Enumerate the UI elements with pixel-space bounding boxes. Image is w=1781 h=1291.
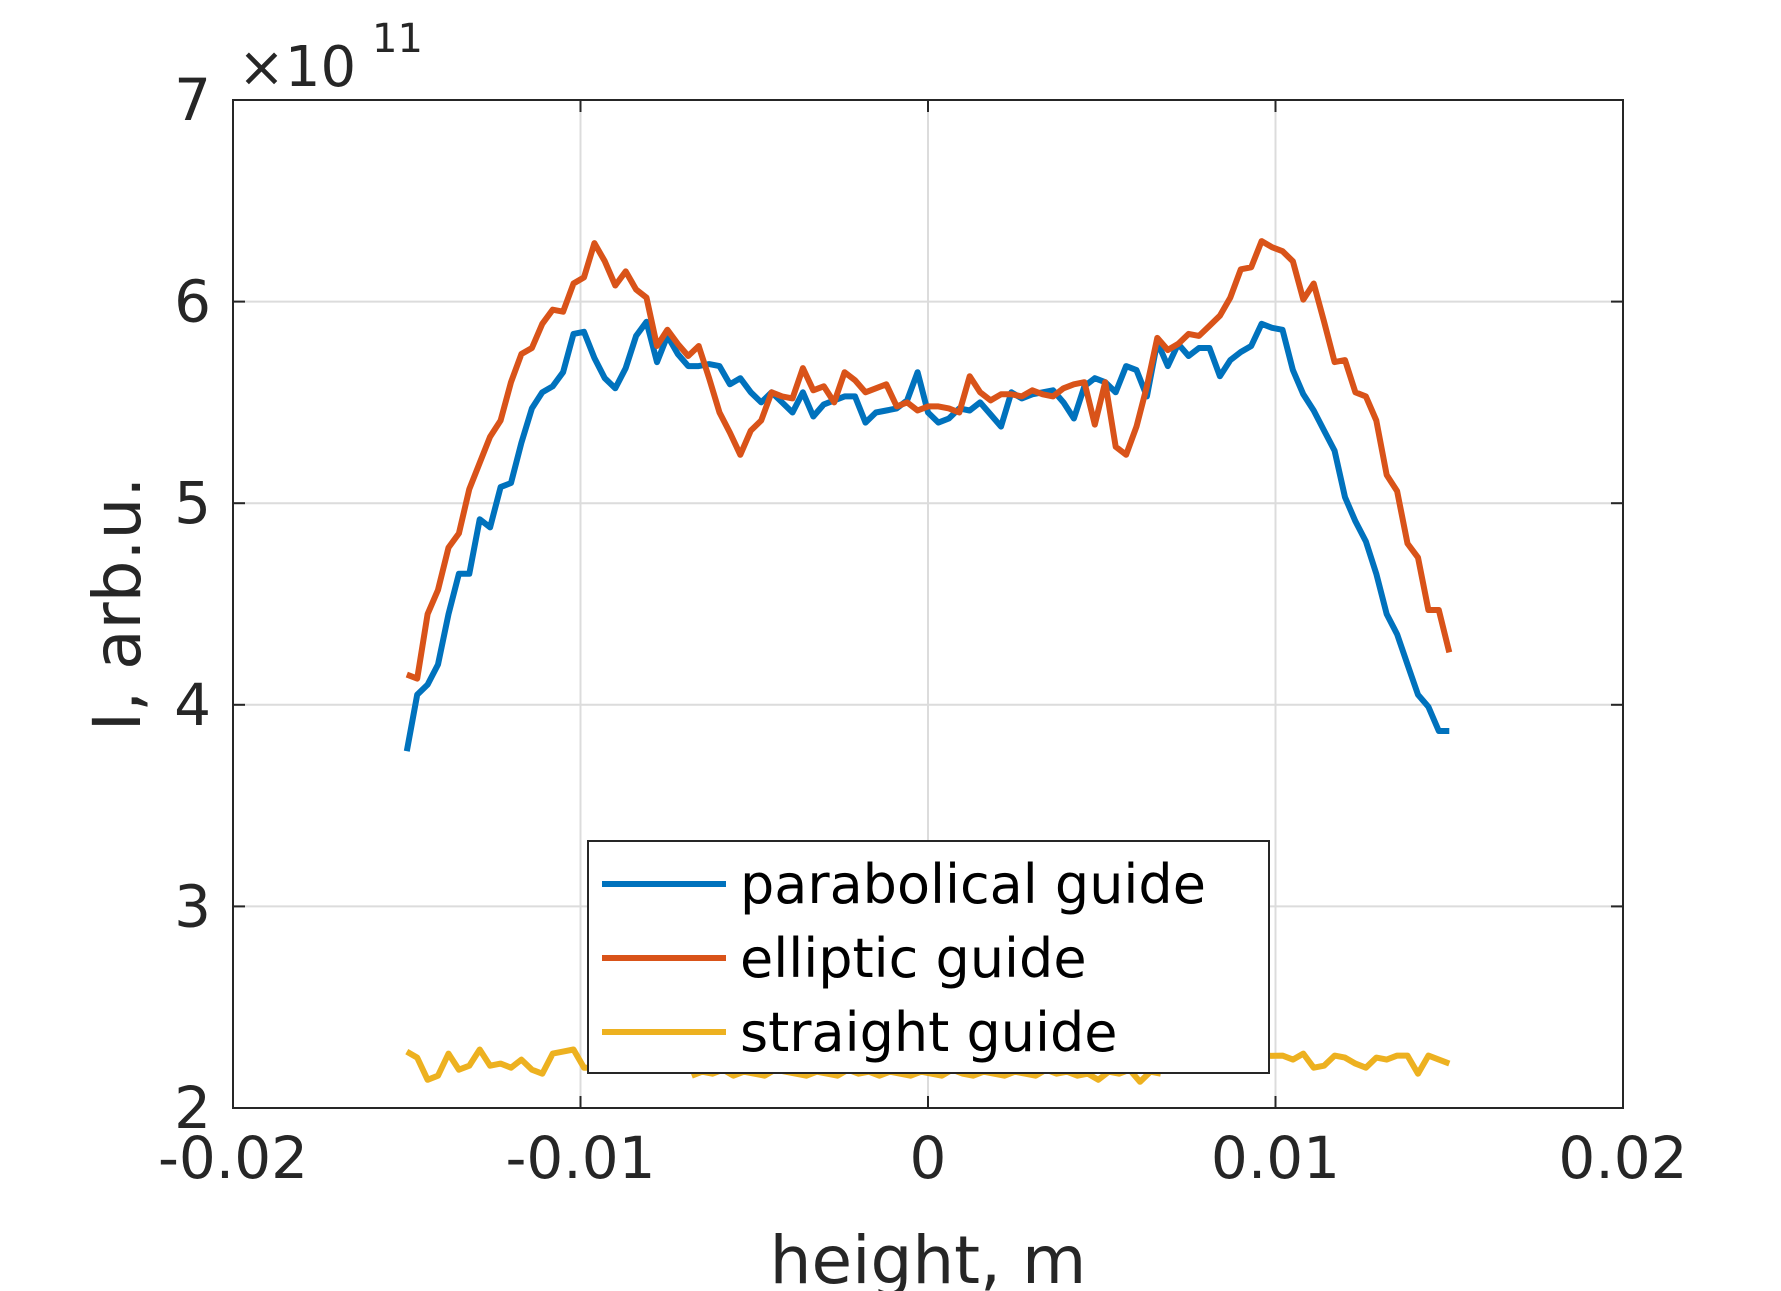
y-tick-label: 3 <box>174 872 211 940</box>
y-tick-label: 5 <box>174 469 211 537</box>
series-line-elliptic-guide <box>405 238 1453 682</box>
y-exponent-power: 11 <box>372 16 423 62</box>
y-tick-label: 2 <box>174 1074 211 1142</box>
x-tick-label: -0.01 <box>505 1124 655 1192</box>
y-axis-label: I, arb.u. <box>79 477 156 732</box>
x-tick-label: -0.02 <box>158 1124 308 1192</box>
series-line-parabolical-guide <box>403 318 1450 752</box>
legend: parabolical guide elliptic guide straight … <box>587 840 1270 1074</box>
y-tick-label: 7 <box>174 66 211 134</box>
legend-label-parabolical-guide: parabolical guide <box>740 853 1206 916</box>
y-exponent-base: ×10 <box>238 35 356 100</box>
x-axis-label: height, m <box>770 1222 1087 1291</box>
legend-label-elliptic-guide: elliptic guide <box>740 927 1087 990</box>
legend-label-straight-guide: straight guide <box>740 1001 1117 1064</box>
y-tick-label: 4 <box>174 671 211 739</box>
x-tick-label: 0 <box>910 1124 947 1192</box>
x-tick-label: 0.02 <box>1558 1124 1687 1192</box>
series-line-straight-guide <box>405 1046 1451 1083</box>
x-tick-label: 0.01 <box>1211 1124 1340 1192</box>
x-tick-labels: -0.02 -0.01 0 0.01 0.02 <box>158 1124 1688 1192</box>
ticks <box>232 99 1624 1109</box>
y-tick-label: 6 <box>174 268 211 336</box>
y-tick-labels: 2 3 4 5 6 7 <box>174 66 211 1142</box>
